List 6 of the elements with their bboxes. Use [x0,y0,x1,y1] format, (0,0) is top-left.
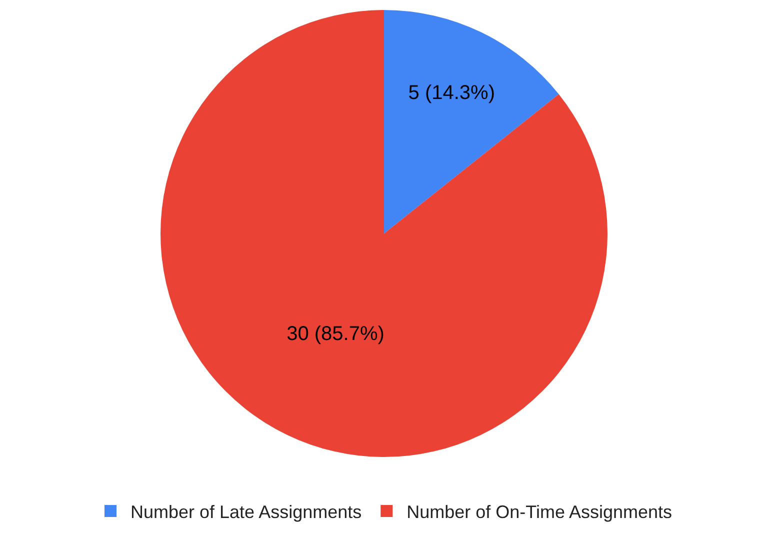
pie-slice [384,10,559,234]
data-label: 30 (85.7%) [286,323,384,346]
legend-label: Number of Late Assignments [130,502,362,522]
pie-slice [160,10,608,457]
data-label: 5 (14.3%) [408,82,495,104]
legend-label: Number of On-Time Assignments [406,502,672,522]
